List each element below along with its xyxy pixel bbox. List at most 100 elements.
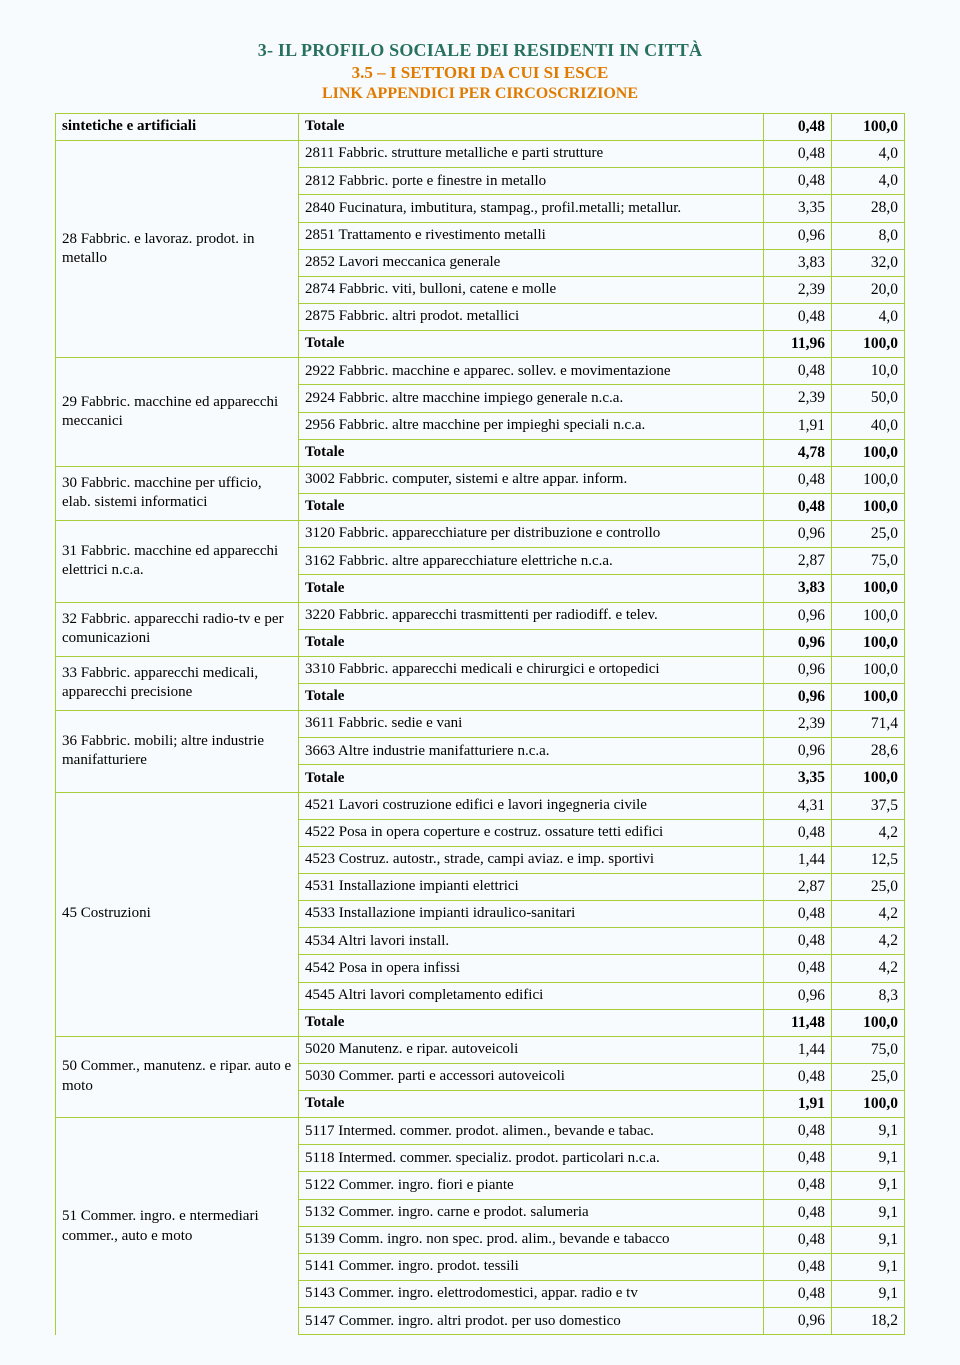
value-1: 0,48 (764, 955, 832, 982)
row-description: Totale (299, 1091, 764, 1118)
value-2: 4,2 (832, 928, 905, 955)
category-label: 45 Costruzioni (56, 792, 299, 1036)
row-description: 5118 Intermed. commer. specializ. prodot… (299, 1145, 764, 1172)
value-2: 8,0 (832, 222, 905, 249)
value-2: 9,1 (832, 1145, 905, 1172)
value-1: 2,87 (764, 873, 832, 900)
value-1: 0,48 (764, 303, 832, 330)
value-2: 10,0 (832, 358, 905, 385)
row-description: 3611 Fabbric. sedie e vani (299, 711, 764, 738)
value-2: 40,0 (832, 412, 905, 439)
row-description: 3120 Fabbric. apparecchiature per distri… (299, 521, 764, 548)
value-1: 0,48 (764, 1253, 832, 1280)
value-2: 4,0 (832, 141, 905, 168)
value-1: 4,31 (764, 792, 832, 819)
value-2: 25,0 (832, 521, 905, 548)
value-1: 1,91 (764, 412, 832, 439)
row-description: 3162 Fabbric. altre apparecchiature elet… (299, 548, 764, 575)
row-description: 5143 Commer. ingro. elettrodomestici, ap… (299, 1281, 764, 1308)
value-2: 100,0 (832, 765, 905, 792)
header-title-1: 3- IL PROFILO SOCIALE DEI RESIDENTI IN C… (55, 40, 905, 61)
value-2: 32,0 (832, 249, 905, 276)
row-description: 5020 Manutenz. e ripar. autoveicoli (299, 1036, 764, 1063)
table-row: 36 Fabbric. mobili; altre industrie mani… (56, 711, 905, 738)
value-1: 1,44 (764, 846, 832, 873)
row-description: 2851 Trattamento e rivestimento metalli (299, 222, 764, 249)
row-description: 4531 Installazione impianti elettrici (299, 873, 764, 900)
value-1: 0,48 (764, 114, 832, 141)
value-2: 8,3 (832, 982, 905, 1009)
value-1: 0,96 (764, 521, 832, 548)
value-2: 25,0 (832, 873, 905, 900)
category-label: 32 Fabbric. apparecchi radio-tv e per co… (56, 602, 299, 656)
value-1: 3,35 (764, 195, 832, 222)
value-1: 3,83 (764, 249, 832, 276)
value-1: 0,48 (764, 1063, 832, 1090)
row-description: Totale (299, 683, 764, 710)
row-description: 3310 Fabbric. apparecchi medicali e chir… (299, 656, 764, 683)
row-description: Totale (299, 629, 764, 656)
row-description: 5030 Commer. parti e accessori autoveico… (299, 1063, 764, 1090)
category-label: 50 Commer., manutenz. e ripar. auto e mo… (56, 1036, 299, 1117)
table-row: 51 Commer. ingro. e ntermediari commer.,… (56, 1118, 905, 1145)
sector-table: sintetiche e artificialiTotale0,48100,02… (55, 113, 905, 1335)
row-description: 4534 Altri lavori install. (299, 928, 764, 955)
row-description: Totale (299, 331, 764, 358)
row-description: Totale (299, 765, 764, 792)
row-description: 5117 Intermed. commer. prodot. alimen., … (299, 1118, 764, 1145)
value-2: 4,0 (832, 168, 905, 195)
value-2: 100,0 (832, 1009, 905, 1036)
value-1: 0,48 (764, 1145, 832, 1172)
row-description: 4521 Lavori costruzione edifici e lavori… (299, 792, 764, 819)
row-description: 2924 Fabbric. altre macchine impiego gen… (299, 385, 764, 412)
row-description: 4533 Installazione impianti idraulico-sa… (299, 901, 764, 928)
table-row: 32 Fabbric. apparecchi radio-tv e per co… (56, 602, 905, 629)
value-1: 2,39 (764, 385, 832, 412)
value-2: 9,1 (832, 1281, 905, 1308)
value-1: 4,78 (764, 439, 832, 466)
value-2: 100,0 (832, 1091, 905, 1118)
row-description: 2956 Fabbric. altre macchine per impiegh… (299, 412, 764, 439)
value-1: 0,96 (764, 629, 832, 656)
value-2: 12,5 (832, 846, 905, 873)
row-description: 4545 Altri lavori completamento edifici (299, 982, 764, 1009)
value-2: 4,2 (832, 901, 905, 928)
table-row: 28 Fabbric. e lavoraz. prodot. in metall… (56, 141, 905, 168)
row-description: 5122 Commer. ingro. fiori e piante (299, 1172, 764, 1199)
value-2: 75,0 (832, 548, 905, 575)
value-2: 100,0 (832, 439, 905, 466)
row-description: 5141 Commer. ingro. prodot. tessili (299, 1253, 764, 1280)
value-1: 0,96 (764, 1308, 832, 1335)
document-header: 3- IL PROFILO SOCIALE DEI RESIDENTI IN C… (55, 40, 905, 103)
value-1: 0,48 (764, 141, 832, 168)
row-description: 5132 Commer. ingro. carne e prodot. salu… (299, 1199, 764, 1226)
row-description: 2874 Fabbric. viti, bulloni, catene e mo… (299, 276, 764, 303)
value-1: 0,96 (764, 683, 832, 710)
value-1: 0,48 (764, 1199, 832, 1226)
row-description: 3663 Altre industrie manifatturiere n.c.… (299, 738, 764, 765)
row-description: 4542 Posa in opera infissi (299, 955, 764, 982)
value-2: 9,1 (832, 1172, 905, 1199)
value-1: 0,48 (764, 901, 832, 928)
category-label: 30 Fabbric. macchine per ufficio, elab. … (56, 466, 299, 520)
header-title-2: 3.5 – I SETTORI DA CUI SI ESCE (55, 63, 905, 83)
table-row: 45 Costruzioni4521 Lavori costruzione ed… (56, 792, 905, 819)
value-2: 9,1 (832, 1226, 905, 1253)
value-2: 4,2 (832, 955, 905, 982)
value-2: 25,0 (832, 1063, 905, 1090)
row-description: 2811 Fabbric. strutture metalliche e par… (299, 141, 764, 168)
value-2: 71,4 (832, 711, 905, 738)
value-1: 3,35 (764, 765, 832, 792)
value-2: 75,0 (832, 1036, 905, 1063)
value-2: 20,0 (832, 276, 905, 303)
value-1: 2,87 (764, 548, 832, 575)
category-label: 31 Fabbric. macchine ed apparecchi elett… (56, 521, 299, 602)
row-description: Totale (299, 439, 764, 466)
value-1: 0,48 (764, 168, 832, 195)
value-2: 100,0 (832, 683, 905, 710)
row-description: 3220 Fabbric. apparecchi trasmittenti pe… (299, 602, 764, 629)
row-description: Totale (299, 575, 764, 602)
row-description: 4522 Posa in opera coperture e costruz. … (299, 819, 764, 846)
category-label: 28 Fabbric. e lavoraz. prodot. in metall… (56, 141, 299, 358)
value-1: 0,96 (764, 222, 832, 249)
